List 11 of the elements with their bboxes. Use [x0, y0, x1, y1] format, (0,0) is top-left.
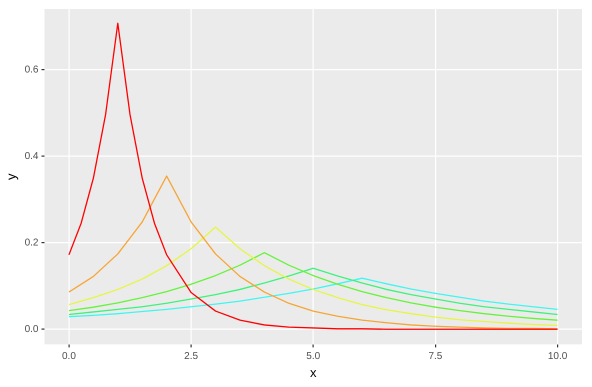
y-axis-title: y [3, 172, 18, 180]
x-tick-label: 2.5 [184, 351, 198, 362]
x-tick-label: 5.0 [306, 351, 321, 362]
x-tick-label: 0.0 [62, 351, 76, 362]
y-tick-label: 0.0 [24, 324, 39, 336]
y-tick-label: 0.6 [24, 64, 39, 76]
y-tick-label: 0.4 [24, 150, 39, 162]
x-tick-label: 10.0 [548, 351, 568, 362]
x-tick-label: 7.5 [428, 351, 443, 362]
x-axis-title: x [310, 364, 317, 380]
y-tick-label: 0.2 [24, 237, 39, 248]
